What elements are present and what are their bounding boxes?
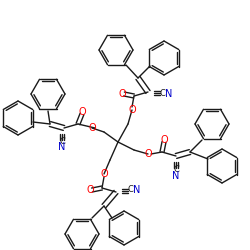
Text: O: O [86, 185, 94, 195]
Text: C: C [127, 186, 133, 194]
Text: C: C [59, 138, 65, 146]
Text: N: N [172, 171, 180, 181]
Text: O: O [88, 123, 96, 133]
Text: C: C [173, 166, 179, 174]
Text: O: O [118, 89, 126, 99]
Text: O: O [144, 149, 152, 159]
Text: N: N [58, 142, 66, 152]
Text: O: O [100, 169, 108, 179]
Text: O: O [160, 135, 168, 145]
Text: O: O [78, 107, 86, 117]
Text: N: N [165, 89, 173, 99]
Text: N: N [133, 185, 141, 195]
Text: O: O [128, 105, 136, 115]
Text: C: C [159, 90, 165, 98]
